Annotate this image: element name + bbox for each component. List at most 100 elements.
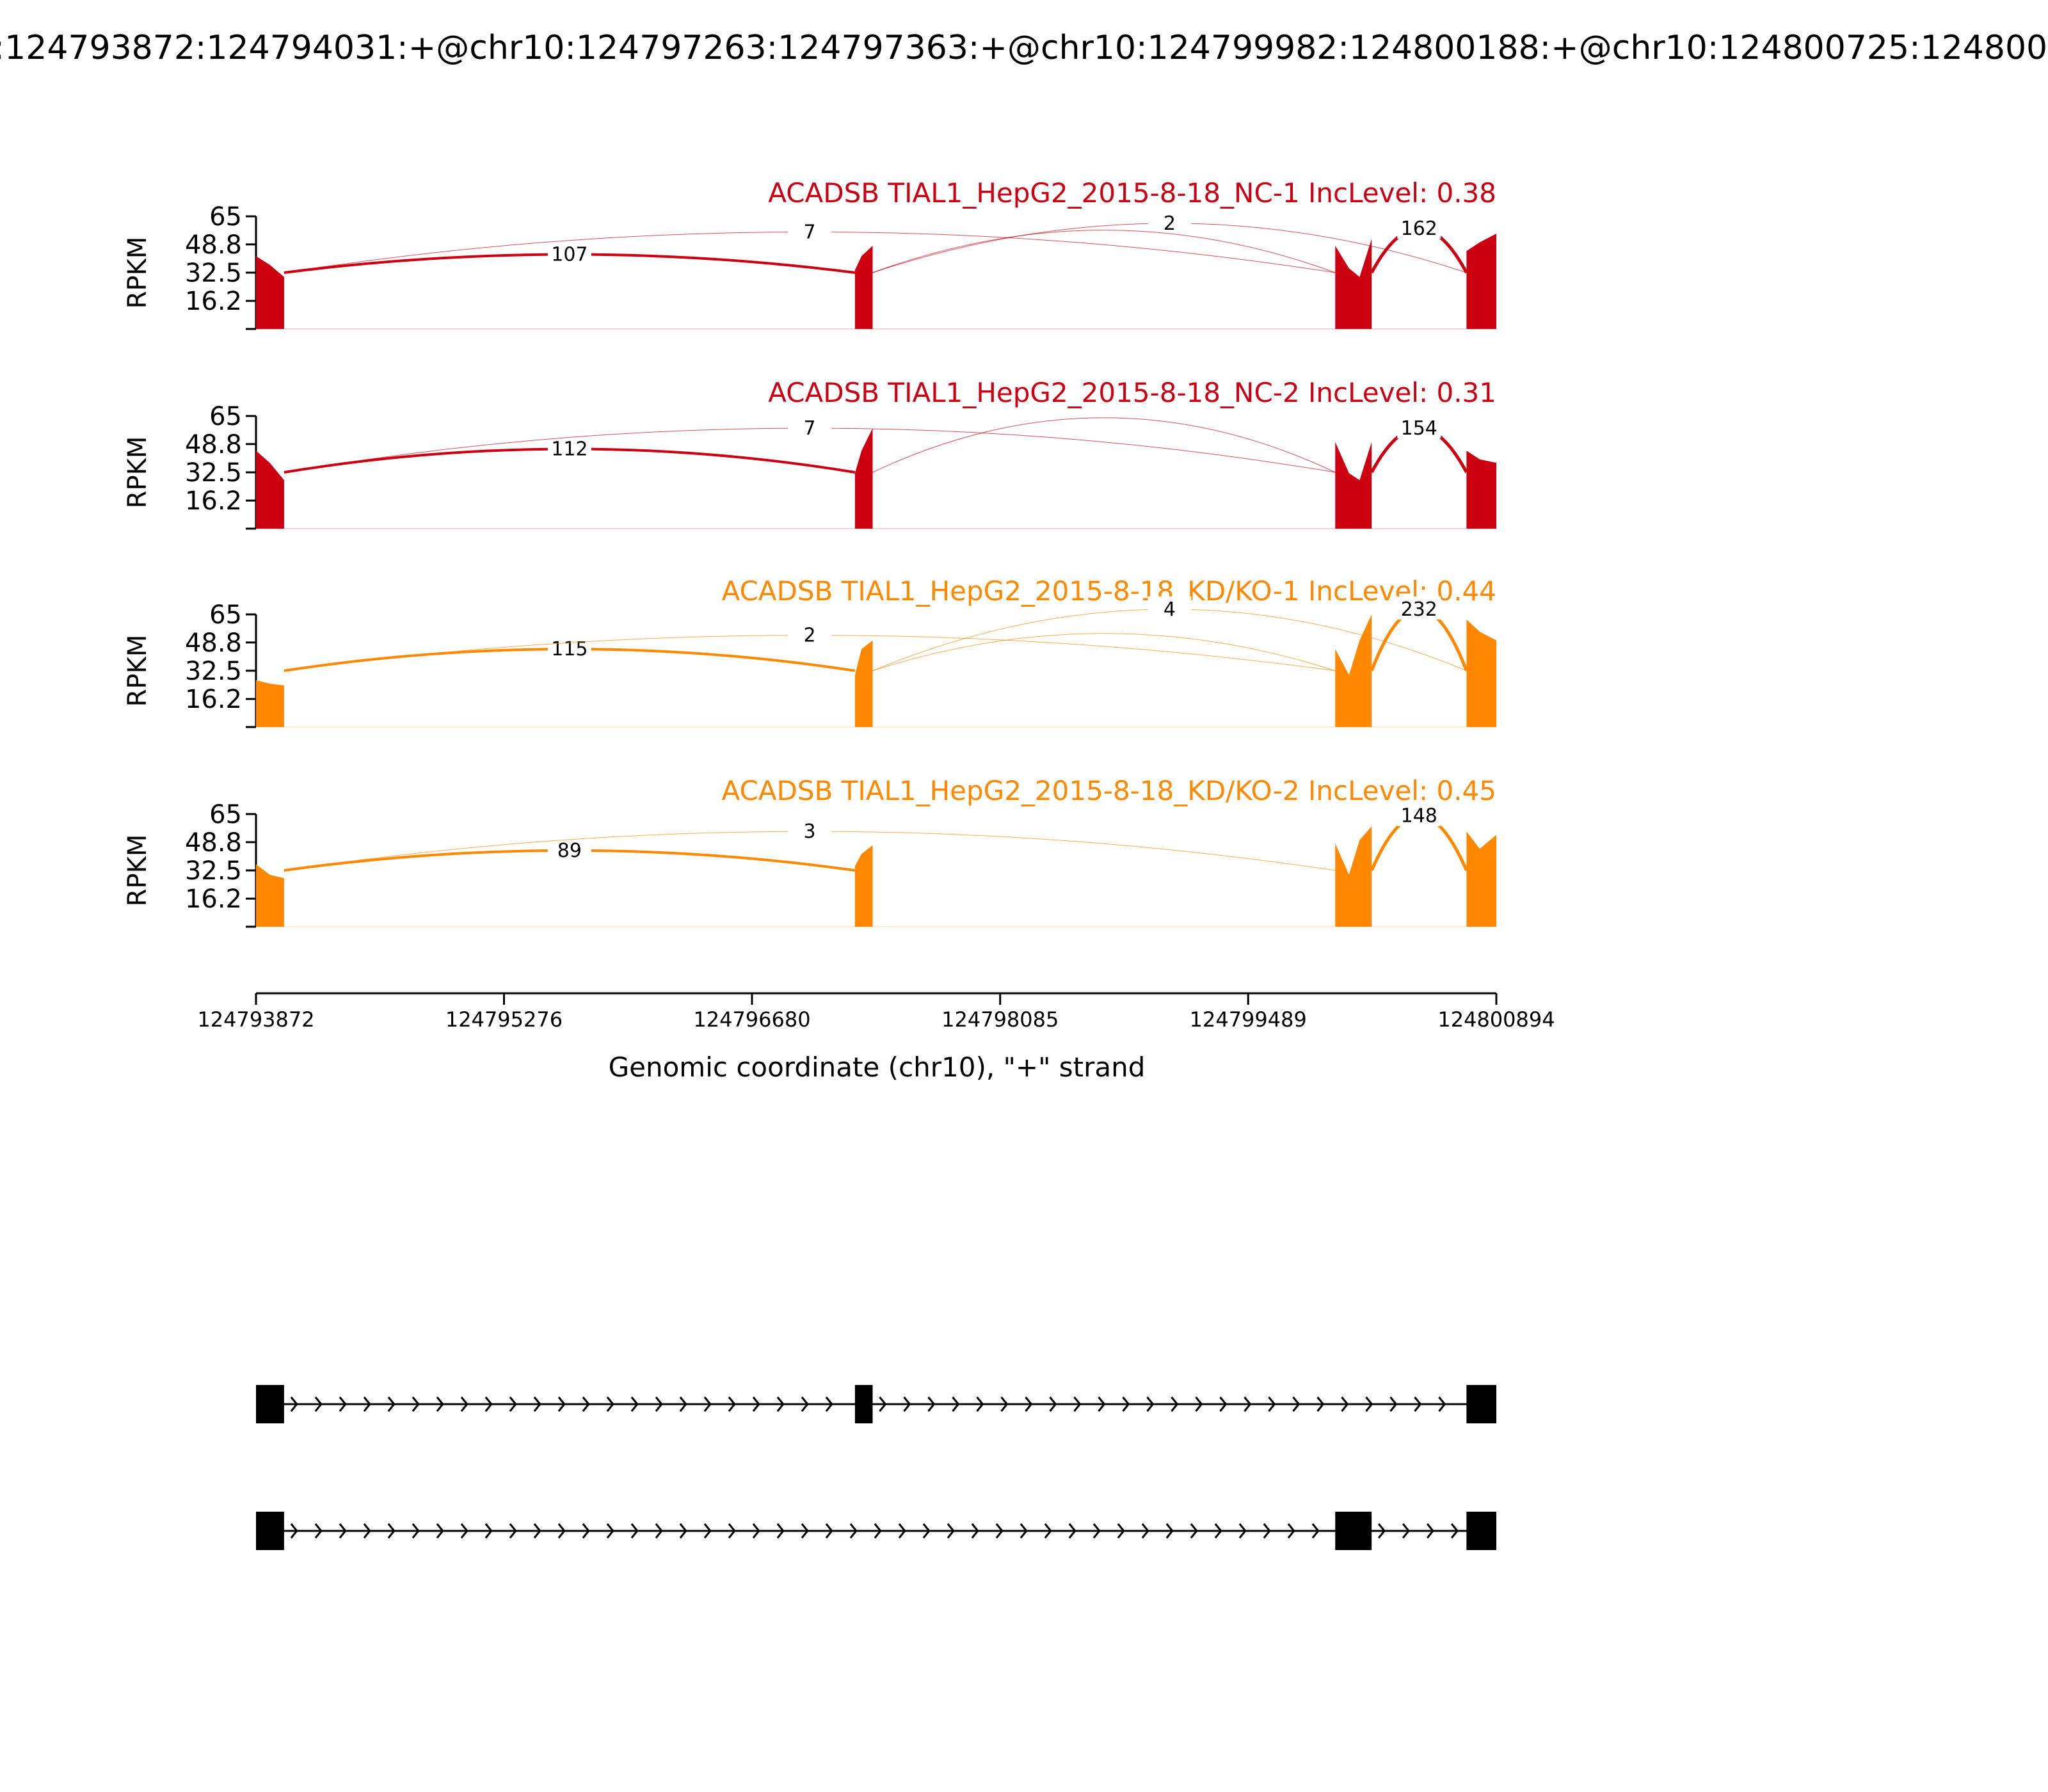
coverage-area bbox=[256, 451, 284, 529]
y-tick-label: 65 bbox=[209, 202, 242, 232]
strand-arrow bbox=[1414, 1396, 1422, 1412]
strand-arrow bbox=[1195, 1396, 1203, 1412]
junction-count-label: 112 bbox=[551, 438, 588, 460]
strand-arrow bbox=[533, 1523, 541, 1539]
strand-arrow bbox=[849, 1523, 858, 1539]
panel-title: ACADSB TIAL1_HepG2_2015-8-18_KD/KO-2 Inc… bbox=[721, 775, 1496, 806]
exon-block bbox=[1466, 1512, 1496, 1550]
strand-arrow bbox=[314, 1396, 323, 1412]
junction-arc bbox=[872, 417, 1336, 473]
strand-arrow bbox=[1341, 1396, 1349, 1412]
coverage-panel: ACADSB TIAL1_HepG2_2015-8-18_NC-2 IncLev… bbox=[123, 377, 1496, 530]
junction-label-bg bbox=[1397, 803, 1441, 826]
coverage-panel: ACADSB TIAL1_HepG2_2015-8-18_NC-1 IncLev… bbox=[123, 177, 1496, 330]
strand-arrow bbox=[509, 1523, 517, 1539]
exon-block bbox=[1335, 1512, 1372, 1550]
junction-label-bg bbox=[547, 436, 591, 460]
junction-count-label: 7 bbox=[804, 417, 816, 440]
strand-arrow bbox=[290, 1396, 298, 1412]
strand-arrow bbox=[776, 1396, 785, 1412]
strand-arrow bbox=[1426, 1523, 1435, 1539]
strand-arrow bbox=[314, 1523, 323, 1539]
junction-label-bg bbox=[1397, 415, 1441, 438]
junction-arc bbox=[872, 230, 1336, 273]
strand-arrow bbox=[1292, 1396, 1300, 1412]
junction-count-label: 4 bbox=[1164, 598, 1176, 621]
strand-arrow bbox=[927, 1396, 936, 1412]
strand-arrow bbox=[387, 1396, 396, 1412]
exon-block bbox=[256, 1512, 284, 1550]
junction-label-bg bbox=[547, 837, 591, 861]
strand-arrow bbox=[728, 1396, 736, 1412]
coverage-area bbox=[1466, 831, 1496, 927]
strand-arrow bbox=[922, 1523, 931, 1539]
strand-arrow bbox=[995, 1523, 1004, 1539]
strand-arrow bbox=[1287, 1523, 1295, 1539]
junction-count-label: 3 bbox=[804, 820, 816, 843]
strand-arrow bbox=[1117, 1523, 1125, 1539]
strand-arrow bbox=[728, 1523, 736, 1539]
strand-arrow bbox=[1122, 1396, 1130, 1412]
strand-arrow bbox=[606, 1396, 614, 1412]
strand-arrow bbox=[679, 1523, 687, 1539]
strand-arrow bbox=[825, 1523, 833, 1539]
strand-arrow bbox=[436, 1523, 444, 1539]
strand-arrow bbox=[1244, 1396, 1252, 1412]
coverage-area bbox=[256, 680, 284, 727]
strand-arrow bbox=[533, 1396, 541, 1412]
coverage-panel: ACADSB TIAL1_HepG2_2015-8-18_KD/KO-2 Inc… bbox=[123, 775, 1496, 928]
strand-arrow bbox=[1098, 1396, 1106, 1412]
strand-arrow bbox=[1146, 1396, 1155, 1412]
junction-label-bg bbox=[547, 636, 591, 660]
y-tick-label: 65 bbox=[209, 800, 242, 829]
x-tick-label: 124796680 bbox=[693, 1007, 810, 1032]
strand-arrow bbox=[801, 1396, 809, 1412]
junction-count-label: 162 bbox=[1401, 218, 1437, 240]
strand-arrow bbox=[484, 1396, 493, 1412]
y-axis-label: RPKM bbox=[123, 237, 152, 309]
exon-block bbox=[854, 1385, 873, 1423]
strand-arrow bbox=[1365, 1396, 1373, 1412]
strand-arrow bbox=[752, 1396, 760, 1412]
strand-arrow bbox=[557, 1396, 566, 1412]
y-tick-label: 16.2 bbox=[185, 287, 242, 316]
x-tick-label: 124799489 bbox=[1190, 1007, 1307, 1032]
junction-label-bg bbox=[788, 622, 832, 646]
strand-arrow bbox=[898, 1523, 906, 1539]
strand-arrow bbox=[825, 1396, 833, 1412]
strand-arrow bbox=[752, 1523, 760, 1539]
junction-count-label: 2 bbox=[804, 624, 816, 646]
junction-label-bg bbox=[547, 241, 591, 265]
x-tick-label: 124800894 bbox=[1437, 1007, 1555, 1032]
strand-arrow bbox=[630, 1396, 639, 1412]
strand-arrow bbox=[363, 1523, 371, 1539]
strand-arrow bbox=[557, 1523, 566, 1539]
strand-arrow bbox=[484, 1523, 493, 1539]
strand-arrow bbox=[339, 1523, 347, 1539]
y-tick-label: 65 bbox=[209, 600, 242, 630]
y-tick-label: 32.5 bbox=[185, 458, 242, 488]
strand-arrow bbox=[582, 1396, 590, 1412]
y-tick-label: 48.8 bbox=[185, 430, 242, 460]
y-tick-label: 48.8 bbox=[185, 828, 242, 858]
strand-arrow bbox=[1025, 1396, 1033, 1412]
strand-arrow bbox=[1311, 1523, 1320, 1539]
y-tick-label: 32.5 bbox=[185, 259, 242, 288]
junction-label-bg bbox=[1148, 210, 1192, 234]
strand-arrow bbox=[412, 1523, 420, 1539]
x-tick-label: 124798085 bbox=[941, 1007, 1059, 1032]
isoform-track bbox=[256, 1512, 1496, 1550]
panel-title: ACADSB TIAL1_HepG2_2015-8-18_KD/KO-1 Inc… bbox=[721, 575, 1496, 607]
strand-arrow bbox=[387, 1523, 396, 1539]
x-tick-label: 124793872 bbox=[197, 1007, 314, 1032]
coverage-area bbox=[1466, 620, 1496, 727]
strand-arrow bbox=[1268, 1396, 1276, 1412]
strand-arrow bbox=[655, 1396, 663, 1412]
isoform-tracks bbox=[256, 1385, 1496, 1550]
x-axis: 124793872 124795276 124796680 124798085 1247… bbox=[197, 992, 1555, 1032]
strand-arrow bbox=[509, 1396, 517, 1412]
isoform-track bbox=[256, 1385, 1496, 1423]
strand-arrow bbox=[1073, 1396, 1082, 1412]
strand-arrow bbox=[655, 1523, 663, 1539]
